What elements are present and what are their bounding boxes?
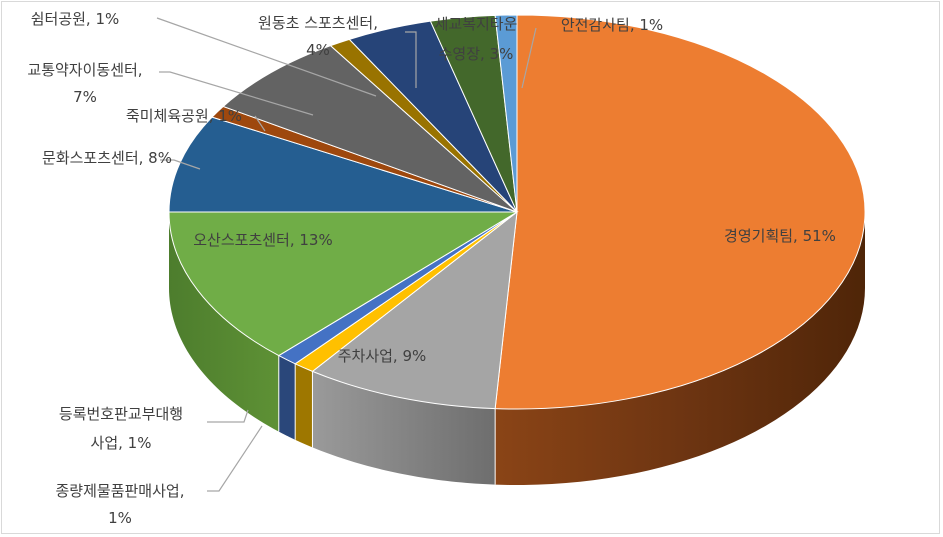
- data-label-line: 원동초 스포츠센터,: [258, 14, 378, 32]
- pie-slice-11: [494, 14, 518, 213]
- data-label-line: 1%: [108, 509, 132, 527]
- pie-wall-4: [169, 212, 279, 432]
- data-label-line: 등록번호판교부대행: [59, 405, 183, 423]
- pie-slice-4: [168, 211, 519, 357]
- leader-line: [160, 159, 201, 170]
- leader-line: [254, 115, 266, 132]
- data-label-line: 문화스포츠센터, 8%: [42, 149, 172, 167]
- data-label-line: 교통약자이동센터,: [27, 61, 142, 79]
- data-label-세교복지타운 수영장: 세교복지타운수영장, 3%: [435, 15, 518, 63]
- leader-line: [159, 71, 314, 116]
- data-label-line: 안전감사팀, 1%: [561, 16, 663, 34]
- pie-slice-1: [311, 210, 518, 410]
- leader-line: [207, 409, 249, 423]
- data-label-원동초 스포츠센터: 원동초 스포츠센터, 4%: [258, 14, 378, 59]
- data-label-주차사업: 주차사업, 9%: [338, 347, 427, 365]
- data-label-line: 사업, 1%: [91, 434, 152, 452]
- leader-lines: [156, 17, 537, 492]
- data-label-line: 경영기획팀, 51%: [724, 227, 836, 245]
- leader-line: [156, 17, 377, 97]
- pie-wall-1: [312, 371, 496, 485]
- data-label-문화스포츠센터: 문화스포츠센터, 8%: [42, 149, 172, 167]
- pie-slice-7: [222, 45, 518, 213]
- data-label-안전감사팀: 안전감사팀, 1%: [561, 16, 663, 34]
- data-label-죽미체육공원: 죽미체육공원, 1%: [126, 107, 242, 125]
- pie-top-slices: [168, 14, 866, 410]
- data-label-line: 세교복지타운: [435, 15, 518, 33]
- data-label-오산스포츠센터: 오산스포츠센터, 13%: [193, 231, 332, 249]
- pie-wall-0: [495, 212, 865, 485]
- data-label-line: 4%: [306, 41, 330, 59]
- data-label-종량제물품판매사업: 종량제물품판매사업, 1%: [56, 482, 185, 527]
- data-label-쉼터공원: 쉼터공원, 1%: [31, 10, 120, 28]
- data-label-교통약자이동센터: 교통약자이동센터, 7%: [27, 61, 142, 106]
- data-label-line: 종량제물품판매사업,: [56, 482, 185, 500]
- data-label-line: 7%: [73, 88, 97, 106]
- data-label-line: 주차사업, 9%: [338, 347, 427, 365]
- data-label-line: 오산스포츠센터, 13%: [193, 231, 332, 249]
- pie-side-walls: [169, 212, 865, 485]
- data-label-line: 쉼터공원, 1%: [31, 10, 120, 28]
- pie-wall-2: [295, 363, 313, 448]
- data-label-경영기획팀: 경영기획팀, 51%: [724, 227, 836, 245]
- leader-line: [207, 425, 263, 492]
- pie-slice-0: [494, 14, 866, 410]
- pie-slice-5: [168, 116, 518, 213]
- leader-line: [521, 27, 537, 89]
- data-label-line: 죽미체육공원, 1%: [126, 107, 242, 125]
- data-label-line: 수영장, 3%: [439, 45, 514, 63]
- leader-line: [405, 31, 417, 88]
- pie-wall-3: [278, 355, 296, 440]
